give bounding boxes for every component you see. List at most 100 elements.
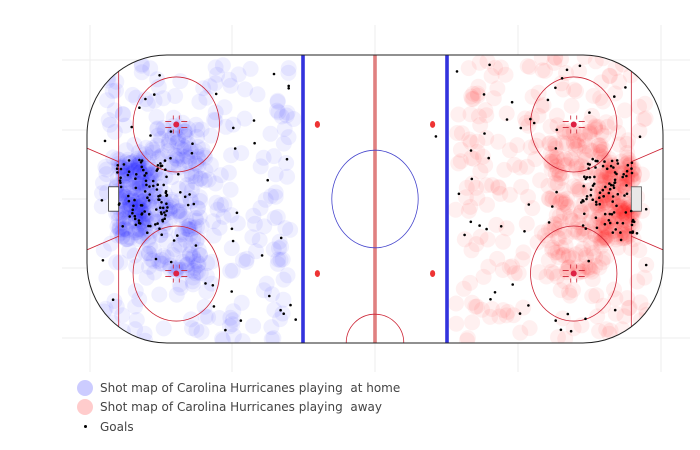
home-shot-marker bbox=[206, 111, 222, 128]
home-shot-marker bbox=[184, 320, 200, 337]
goal-marker bbox=[609, 164, 613, 168]
home-shot-marker bbox=[98, 166, 115, 183]
away-shot-marker bbox=[587, 248, 604, 265]
home-shot-marker bbox=[230, 66, 247, 83]
goal-marker bbox=[601, 164, 605, 168]
away-shot-marker bbox=[556, 273, 573, 290]
home-shot-marker bbox=[168, 261, 185, 278]
home-shot-marker bbox=[174, 114, 191, 131]
home-shot-marker bbox=[128, 224, 145, 241]
away-shot-marker bbox=[567, 246, 584, 263]
goal-marker bbox=[624, 211, 628, 214]
away-shot-marker bbox=[564, 213, 581, 229]
home-shot-marker bbox=[215, 332, 232, 343]
home-shot-marker bbox=[217, 118, 234, 135]
home-shot-marker bbox=[207, 104, 224, 121]
home-shot-marker bbox=[200, 171, 217, 188]
home-shot-marker bbox=[93, 198, 110, 215]
home-shot-marker bbox=[147, 181, 163, 197]
goal-marker bbox=[584, 177, 587, 181]
goal-marker bbox=[239, 319, 243, 322]
goal-marker bbox=[644, 263, 648, 267]
away-shot-marker bbox=[594, 55, 611, 67]
away-shot-marker bbox=[549, 162, 566, 179]
home-shot-marker bbox=[135, 175, 152, 192]
home-shot-marker bbox=[157, 194, 174, 211]
away-shot-marker bbox=[490, 133, 507, 150]
legend-item-goals[interactable]: Goals bbox=[70, 417, 400, 437]
away-shot-marker bbox=[594, 254, 611, 271]
away-shot-marker bbox=[556, 124, 573, 141]
away-shot-marker bbox=[602, 166, 619, 183]
home-shot-marker bbox=[140, 215, 157, 232]
away-shot-marker bbox=[596, 230, 613, 247]
home-shot-marker bbox=[271, 240, 287, 257]
home-shot-marker bbox=[263, 188, 279, 205]
home-shot-marker bbox=[223, 240, 240, 257]
home-shot-marker bbox=[269, 93, 286, 110]
away-shot-marker bbox=[611, 73, 627, 90]
goal-marker bbox=[527, 203, 531, 206]
goal-marker bbox=[153, 93, 156, 96]
goal-marker bbox=[231, 239, 235, 243]
home-shot-marker bbox=[190, 151, 207, 168]
home-shot-marker bbox=[112, 254, 129, 271]
goal-marker bbox=[546, 98, 550, 102]
trapezoid-line bbox=[87, 147, 119, 163]
away-shot-marker bbox=[567, 221, 584, 238]
home-shot-marker bbox=[168, 150, 184, 167]
home-shot-marker bbox=[112, 221, 128, 238]
goal-marker bbox=[127, 159, 131, 162]
away-shot-marker bbox=[596, 223, 613, 240]
goal-marker bbox=[154, 223, 157, 226]
away-shot-marker bbox=[600, 226, 617, 243]
trapezoid-line bbox=[631, 147, 663, 163]
away-shot-marker bbox=[477, 157, 494, 174]
home-shot-marker bbox=[128, 258, 145, 275]
home-shot-marker bbox=[189, 263, 206, 280]
away-shot-marker bbox=[593, 185, 610, 202]
home-shot-marker bbox=[141, 238, 158, 255]
home-shot-marker bbox=[135, 202, 152, 219]
away-shot-marker bbox=[594, 195, 611, 212]
home-shot-marker bbox=[174, 226, 191, 243]
faceoff-hash-mark bbox=[562, 127, 572, 134]
home-shot-marker bbox=[141, 258, 157, 275]
goal-marker bbox=[154, 257, 158, 261]
away-shot-marker bbox=[590, 209, 607, 226]
away-shot-marker bbox=[611, 136, 627, 153]
away-shot-marker bbox=[572, 244, 589, 261]
away-shot-marker bbox=[588, 169, 605, 186]
home-shot-marker bbox=[224, 262, 241, 279]
goal-marker bbox=[554, 147, 558, 150]
home-shot-marker bbox=[225, 327, 242, 343]
goal-marker bbox=[282, 312, 286, 316]
goal-marker bbox=[604, 185, 607, 189]
away-shot-marker bbox=[510, 265, 527, 282]
home-shot-marker bbox=[149, 120, 166, 137]
goal-marker bbox=[155, 208, 158, 211]
home-shot-marker bbox=[130, 175, 147, 192]
away-shot-marker bbox=[474, 301, 490, 318]
goal-marker bbox=[585, 195, 589, 198]
home-shot-marker bbox=[285, 111, 302, 127]
away-shot-marker bbox=[462, 134, 479, 151]
away-shot-marker bbox=[570, 181, 587, 198]
home-shot-marker bbox=[187, 167, 204, 184]
away-shot-marker bbox=[467, 298, 484, 315]
goal-marker bbox=[268, 294, 271, 298]
away-shot-marker bbox=[607, 290, 624, 307]
goal-marker bbox=[138, 158, 141, 162]
home-shot-marker bbox=[229, 215, 246, 232]
home-shot-marker bbox=[130, 154, 147, 171]
faceoff-hash-mark bbox=[165, 115, 174, 122]
goal-marker bbox=[565, 68, 569, 72]
home-shot-marker bbox=[272, 311, 289, 328]
legend-item-away[interactable]: Shot map of Carolina Hurricanes playing … bbox=[70, 398, 400, 418]
goal-marker bbox=[116, 164, 119, 167]
home-shot-marker bbox=[150, 127, 167, 144]
home-shot-marker bbox=[148, 214, 165, 231]
away-shot-marker bbox=[601, 161, 618, 178]
away-shot-marker bbox=[613, 165, 630, 182]
legend-item-home[interactable]: Shot map of Carolina Hurricanes playing … bbox=[70, 378, 400, 398]
